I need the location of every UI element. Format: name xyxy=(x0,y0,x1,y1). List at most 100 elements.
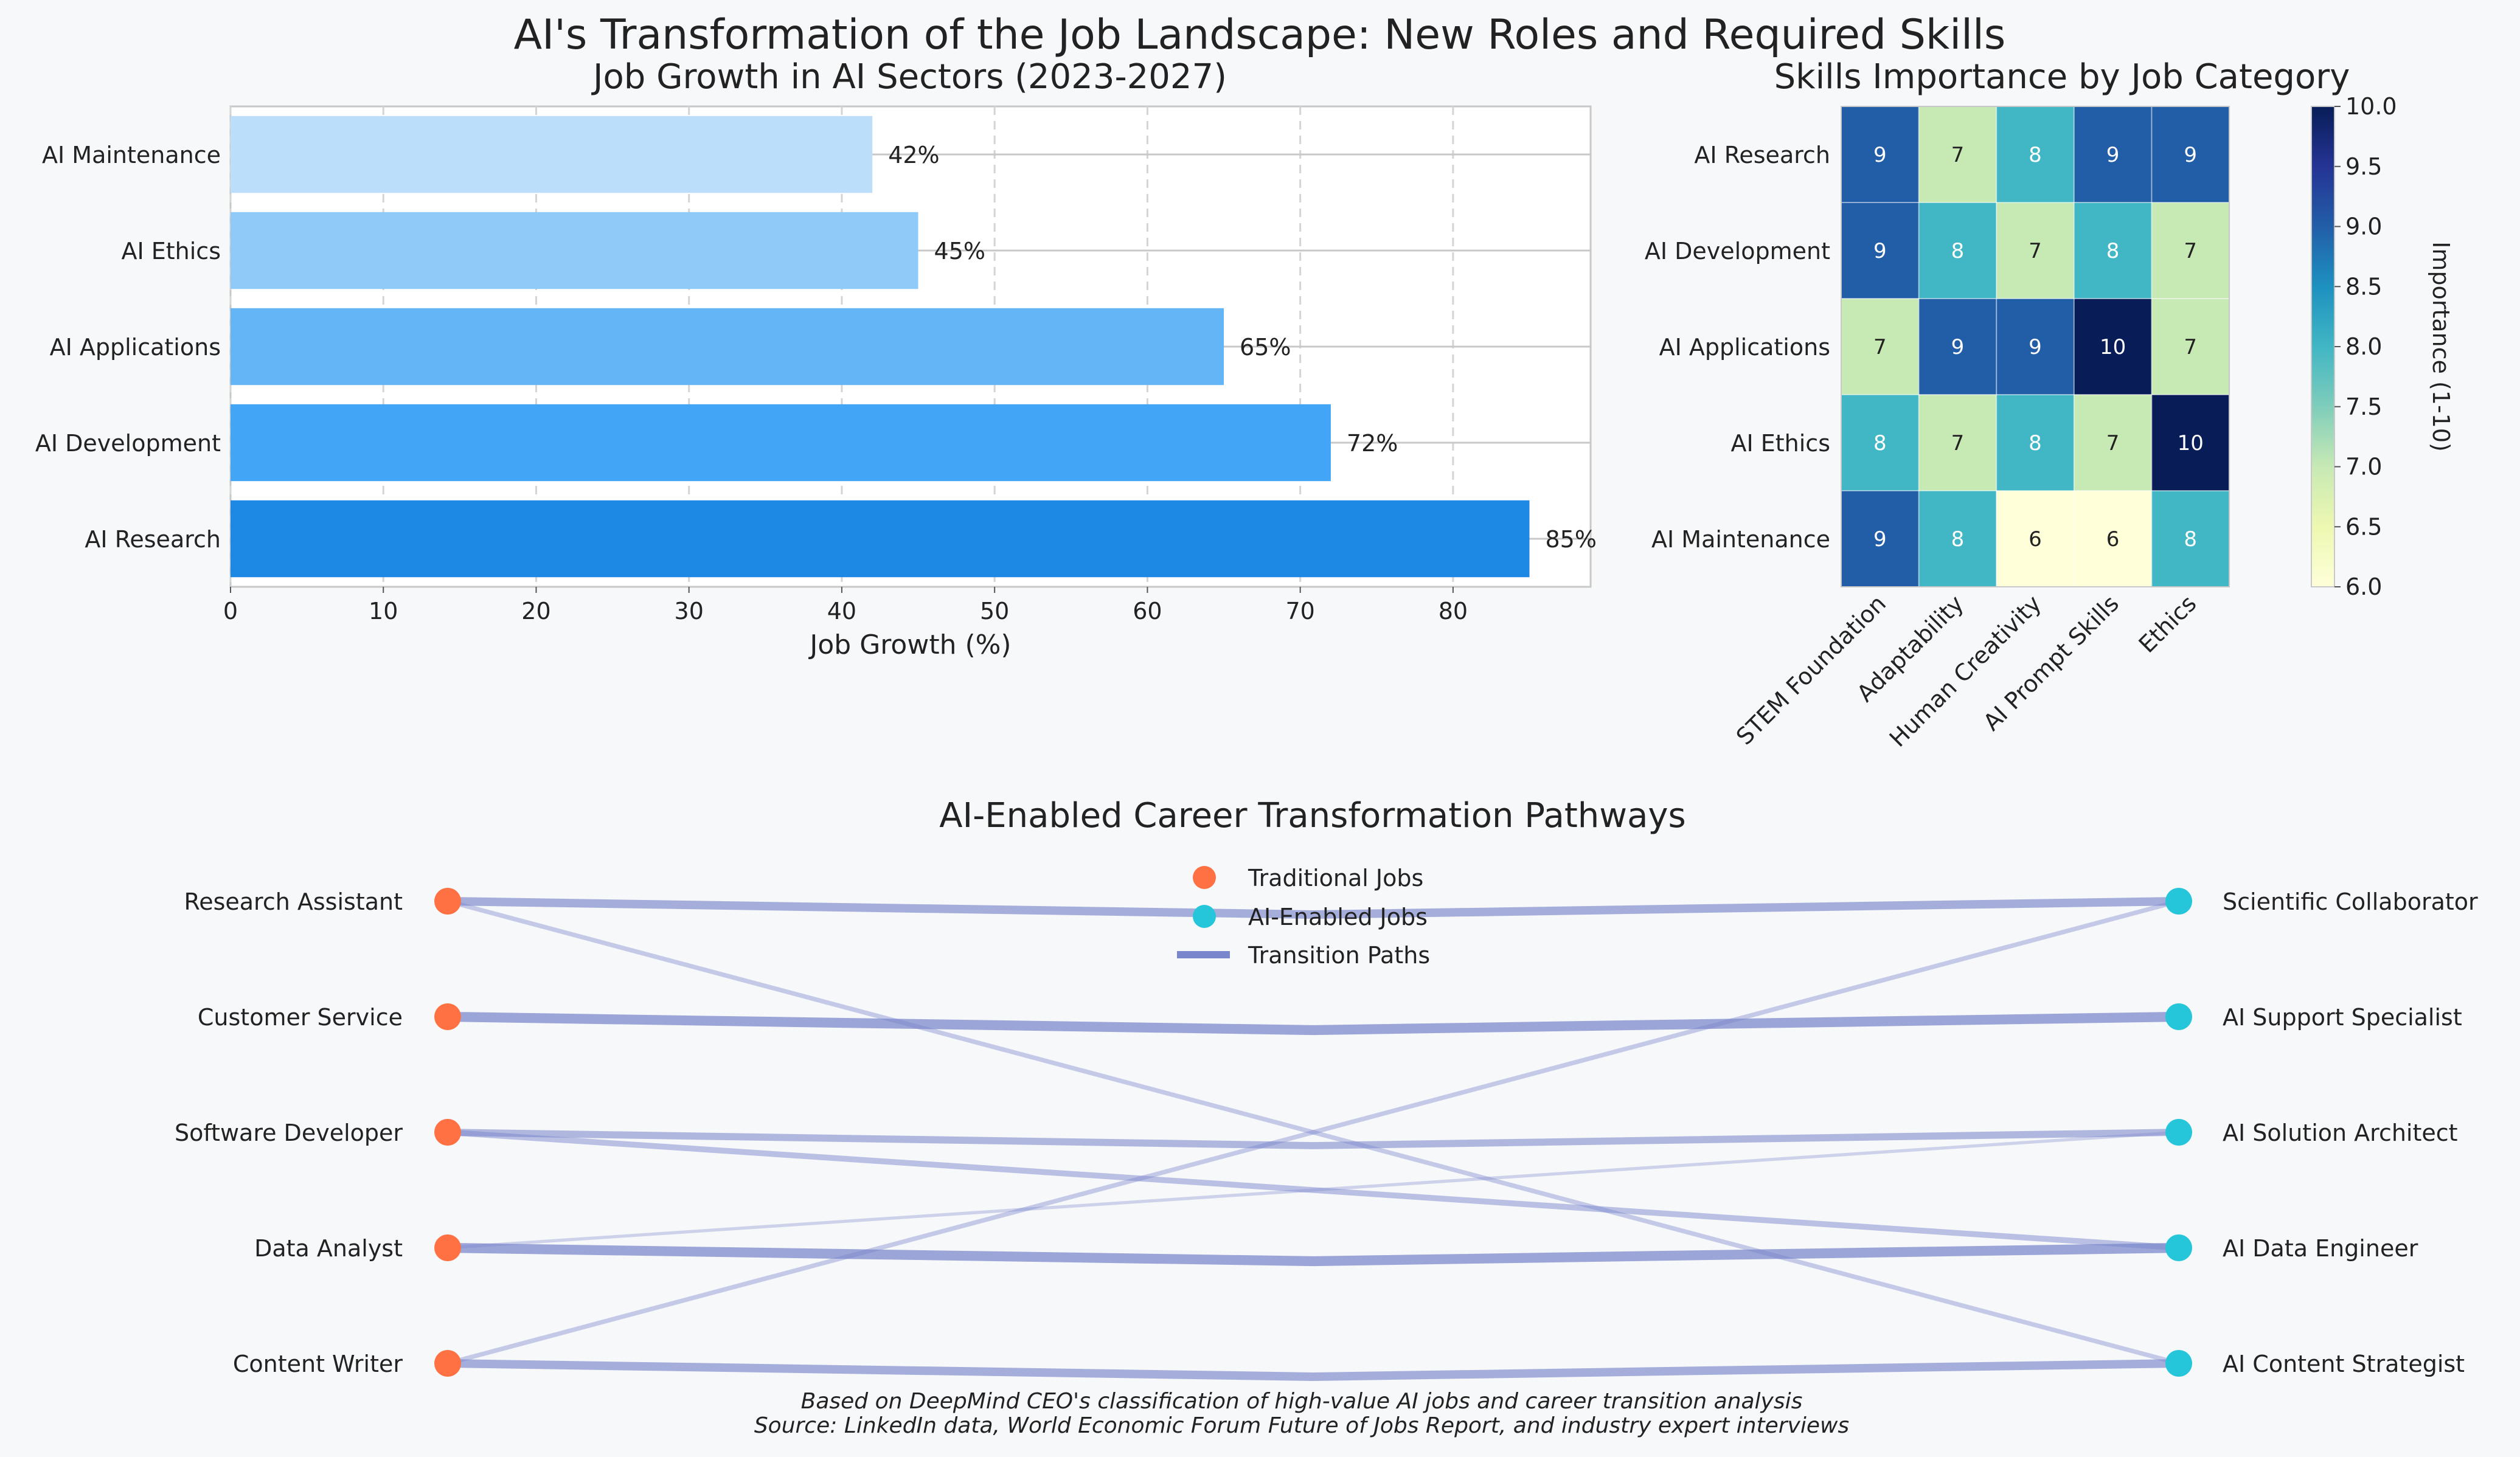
heatmap-cell xyxy=(1918,299,1997,395)
heatmap-title: Skills Importance by Job Category xyxy=(1774,57,2350,97)
bar-chart-y-ticks: AI Research AI Development AI Applications… xyxy=(35,142,221,553)
heatmap-column-label: Human Creativity xyxy=(1884,590,2047,752)
heatmap-cell xyxy=(2074,491,2152,587)
traditional-job-node xyxy=(434,1003,461,1030)
legend-traditional-label: Traditional Jobs xyxy=(1248,865,1423,891)
traditional-job-node xyxy=(434,1119,461,1146)
heatmap-cell xyxy=(2151,395,2229,491)
colorbar-label: Importance (1-10) xyxy=(2428,241,2454,452)
bar-x-tick-label: 40 xyxy=(827,598,856,625)
transition-path xyxy=(447,1129,2179,1251)
bar-x-tick-label: 50 xyxy=(980,598,1009,625)
ai-enabled-job-label: AI Solution Architect xyxy=(2223,1120,2458,1146)
traditional-job-node xyxy=(434,1234,461,1261)
ai-enabled-job-node xyxy=(2165,1234,2192,1261)
bar-x-tick-label: 60 xyxy=(1133,598,1162,625)
heatmap-cell-value: 7 xyxy=(1873,335,1887,359)
bar-chart-x-ticks: 0 10 20 30 40 50 60 70 80 xyxy=(223,587,1468,625)
transition-path xyxy=(447,1242,2179,1267)
colorbar-tick-label: 9.5 xyxy=(2345,153,2382,180)
bar-value-label: 45% xyxy=(934,238,985,265)
heatmap-cell-value: 8 xyxy=(2184,527,2197,552)
heatmap-cell-value: 8 xyxy=(1951,527,1965,552)
traditional-job-label: Research Assistant xyxy=(184,888,403,915)
heatmap-row-label: AI Research xyxy=(1694,142,1830,168)
traditional-job-label: Content Writer xyxy=(233,1351,403,1377)
heatmap-row-label: AI Ethics xyxy=(1730,430,1830,457)
bar xyxy=(231,404,1331,482)
heatmap-cell-value: 9 xyxy=(2106,143,2120,167)
bar-chart-title: Job Growth in AI Sectors (2023-2027) xyxy=(591,57,1227,97)
heatmap-cell-value: 9 xyxy=(2184,143,2197,167)
heatmap-cell xyxy=(1841,202,1919,299)
heatmap-cell-value: 7 xyxy=(2029,239,2042,263)
colorbar-tick-label: 9.0 xyxy=(2345,213,2382,240)
heatmap-cell xyxy=(1996,491,2074,587)
bar-x-tick-label: 30 xyxy=(675,598,704,625)
heatmap-cell xyxy=(1996,202,2074,299)
colorbar-tick-label: 8.5 xyxy=(2345,273,2382,300)
transition-path xyxy=(447,899,2179,1366)
pathways-links xyxy=(447,897,2179,1381)
bar-value-label: 65% xyxy=(1240,334,1291,361)
heatmap-cell xyxy=(1996,395,2074,491)
heatmap-row-labels: AI Research AI Development AI Applications… xyxy=(1645,142,1830,553)
heatmap-column-label: STEM Foundation xyxy=(1731,590,1891,750)
ai-enabled-job-label: AI Support Specialist xyxy=(2223,1004,2462,1031)
heatmap-cell-value: 6 xyxy=(2029,527,2042,552)
ai-enabled-job-label: Scientific Collaborator xyxy=(2223,888,2478,915)
heatmap-cell xyxy=(1918,202,1997,299)
transition-path xyxy=(447,897,2179,919)
heatmap-cell xyxy=(1918,491,1997,587)
traditional-job-node xyxy=(434,1350,461,1377)
traditional-job-label: Customer Service xyxy=(198,1004,403,1031)
colorbar-tick-label: 8.0 xyxy=(2345,333,2382,360)
heatmap-column-label: AI Prompt Skills xyxy=(1978,590,2124,736)
heatmap-cell xyxy=(1841,395,1919,491)
heatmap-cell-value: 7 xyxy=(2184,335,2197,359)
heatmap-cell-value: 7 xyxy=(1951,143,1965,167)
transition-path xyxy=(447,899,2179,1366)
heatmap-cell-value: 8 xyxy=(1951,239,1965,263)
colorbar-tick-label: 6.5 xyxy=(2345,513,2382,540)
heatmap-cell-value: 9 xyxy=(1873,143,1887,167)
bar-chart-bars: 85% 72% 65% 45% 42% xyxy=(231,116,1597,578)
bar-value-label: 85% xyxy=(1546,526,1597,553)
heatmap-cell-value: 8 xyxy=(1873,431,1887,455)
heatmap-row-label: AI Applications xyxy=(1659,334,1830,361)
heatmap-cell xyxy=(1996,299,2074,395)
ai-enabled-job-label: AI Data Engineer xyxy=(2223,1235,2418,1262)
heatmap-cell xyxy=(2074,202,2152,299)
colorbar-tick-label: 7.0 xyxy=(2345,454,2382,480)
heatmap-cell-value: 10 xyxy=(2100,335,2126,359)
colorbar-tick-label: 6.0 xyxy=(2345,573,2382,600)
traditional-job-label: Data Analyst xyxy=(254,1235,403,1262)
ai-enabled-job-node xyxy=(2165,888,2192,915)
heatmap-cell xyxy=(2151,106,2229,202)
heatmap-cell-value: 7 xyxy=(2184,239,2197,263)
bar xyxy=(231,500,1530,578)
heatmap-cell xyxy=(2151,491,2229,587)
transition-path xyxy=(447,1129,2179,1149)
transition-path xyxy=(447,1130,2179,1250)
heatmap-cell-value: 8 xyxy=(2029,143,2042,167)
heatmap-border xyxy=(1841,106,2230,587)
heatmap-cell xyxy=(1841,106,1919,202)
traditional-job-label: Software Developer xyxy=(175,1120,403,1146)
heatmap-cells: 9 7 8 9 9 9 8 7 8 7 7 9 9 10 7 8 7 8 7 10 9 8 6 6 8 xyxy=(1841,106,2230,587)
bar xyxy=(231,116,873,193)
heatmap-cell-value: 6 xyxy=(2106,527,2120,552)
heatmap-column-label: Ethics xyxy=(2134,590,2202,658)
pathways-nodes: Research Assistant Customer Service Softwa… xyxy=(175,888,2478,1377)
heatmap-chart: Skills Importance by Job Category 9 7 8 9 9 9… xyxy=(1645,57,2454,752)
heatmap-cell xyxy=(1918,395,1997,491)
bar-x-tick-label: 20 xyxy=(521,598,550,625)
colorbar-tick-label: 7.5 xyxy=(2345,393,2382,420)
heatmap-cell-value: 9 xyxy=(1873,239,1887,263)
legend-traditional-marker xyxy=(1193,866,1216,889)
bar-y-tick-label: AI Development xyxy=(35,430,221,457)
heatmap-cell xyxy=(1841,491,1919,587)
colorbar-ticks: 6.0 6.5 7.0 7.5 8.0 8.5 9.0 9.5 10.0 xyxy=(2334,93,2397,600)
